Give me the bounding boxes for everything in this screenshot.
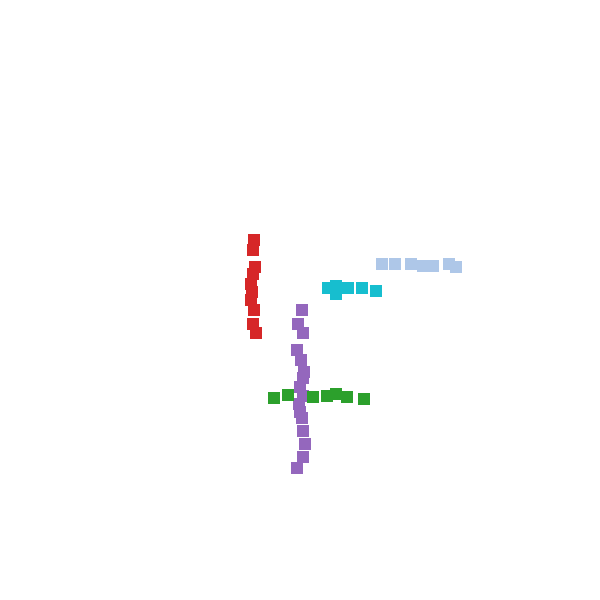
red-marker-2 (247, 244, 259, 256)
purple-marker-12 (296, 412, 308, 424)
purple-marker-16 (291, 462, 303, 474)
red-marker-7 (245, 294, 257, 306)
red-marker-8 (248, 304, 260, 316)
marker-group-red (245, 234, 262, 339)
purple-marker-13 (297, 425, 309, 437)
green-marker-1 (268, 392, 280, 404)
light-blue-marker-1 (376, 258, 388, 270)
cyan-marker-6 (370, 285, 382, 297)
purple-marker-15 (297, 451, 309, 463)
red-marker-1 (248, 234, 260, 246)
light-blue-marker-4 (417, 260, 429, 272)
cyan-marker-4 (342, 282, 354, 294)
red-marker-10 (250, 327, 262, 339)
cyan-marker-3 (330, 288, 342, 300)
light-blue-marker-5 (427, 260, 439, 272)
red-marker-4 (247, 268, 259, 280)
light-blue-marker-2 (389, 258, 401, 270)
purple-marker-14 (299, 438, 311, 450)
green-marker-3 (307, 391, 319, 403)
marker-group-cyan (322, 280, 382, 300)
purple-marker-5 (295, 354, 307, 366)
marker-group-light-blue (376, 258, 462, 273)
green-marker-7 (358, 393, 370, 405)
cyan-marker-5 (356, 282, 368, 294)
purple-marker-3 (297, 327, 309, 339)
light-blue-marker-7 (450, 261, 462, 273)
purple-marker-4 (291, 344, 303, 356)
purple-marker-1 (296, 304, 308, 316)
marker-group-green (268, 388, 370, 405)
marker-group-purple (291, 304, 311, 474)
green-marker-6 (341, 391, 353, 403)
light-blue-marker-3 (405, 258, 417, 270)
green-marker-5 (330, 388, 342, 400)
green-marker-2 (282, 389, 294, 401)
